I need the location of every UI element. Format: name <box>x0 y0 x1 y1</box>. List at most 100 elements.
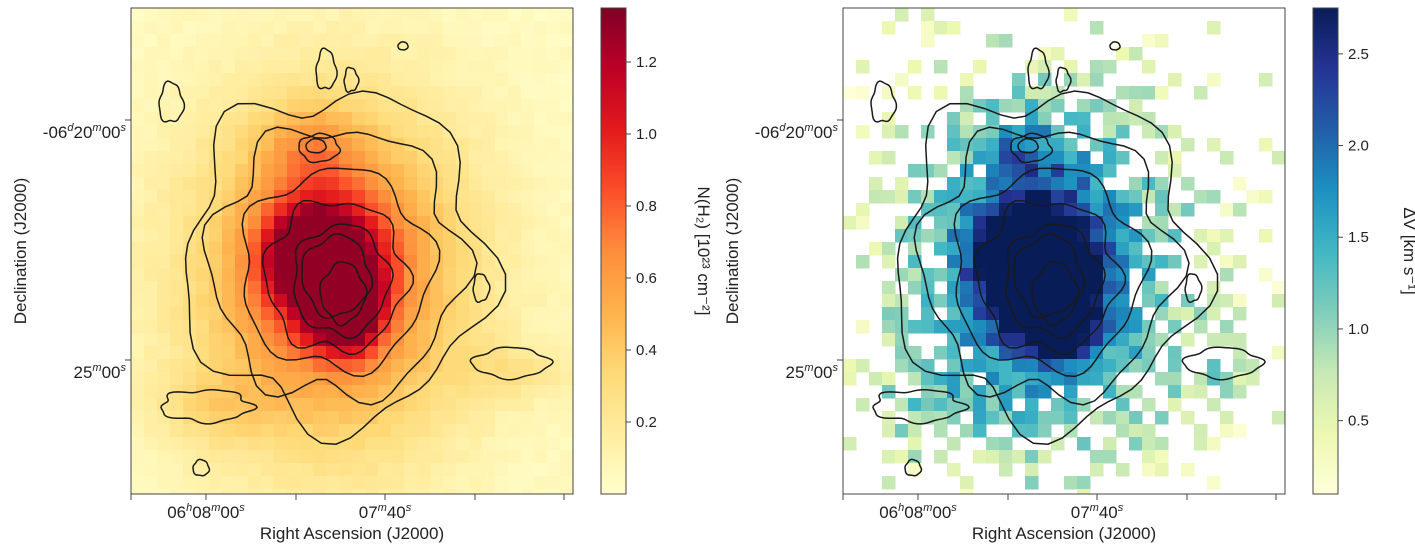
heatmap-cell <box>469 151 483 165</box>
heatmap-cell <box>274 229 288 243</box>
heatmap-cell <box>222 177 236 191</box>
heatmap-cell <box>404 463 418 477</box>
heatmap-cell <box>508 281 522 295</box>
heatmap-cell <box>1220 333 1234 347</box>
heatmap-cell <box>1038 268 1052 282</box>
heatmap-cell <box>430 307 444 321</box>
heatmap-cell <box>404 333 418 347</box>
heatmap-cell <box>999 229 1013 243</box>
heatmap-cell <box>921 385 935 399</box>
heatmap-cell <box>339 21 353 35</box>
heatmap-cell <box>131 281 145 295</box>
heatmap-cell <box>547 346 561 360</box>
heatmap-cell <box>1142 333 1156 347</box>
heatmap-cell <box>196 216 210 230</box>
heatmap-cell <box>430 190 444 204</box>
heatmap-cell <box>248 21 262 35</box>
heatmap-cell <box>196 359 210 373</box>
heatmap-cell <box>170 268 184 282</box>
heatmap-cell <box>1194 385 1208 399</box>
heatmap-cell <box>196 294 210 308</box>
heatmap-cell <box>521 320 535 334</box>
heatmap-cell <box>443 8 457 22</box>
heatmap-cell <box>1090 281 1104 295</box>
heatmap-cell <box>144 385 158 399</box>
heatmap-cell <box>1025 268 1039 282</box>
contour-line <box>1109 41 1121 51</box>
heatmap-cell <box>183 21 197 35</box>
heatmap-cell <box>404 255 418 269</box>
heatmap-cell <box>856 203 870 217</box>
heatmap-cell <box>482 476 496 490</box>
heatmap-cell <box>430 450 444 464</box>
panel-left: -06d20m00s 25m00s 06h08m00s 07m40s Right… <box>11 7 713 543</box>
heatmap-cell <box>378 476 392 490</box>
heatmap-cell <box>248 8 262 22</box>
right-colorbar-gradient <box>1313 8 1338 494</box>
right-axis-ticks <box>837 119 1277 500</box>
heatmap-cell <box>508 34 522 48</box>
heatmap-cell <box>1064 177 1078 191</box>
heatmap-cell <box>1207 281 1221 295</box>
heatmap-cell <box>339 411 353 425</box>
heatmap-cell <box>999 437 1013 451</box>
heatmap-cell <box>326 411 340 425</box>
heatmap-cell <box>521 99 535 113</box>
heatmap-cell <box>1090 73 1104 87</box>
heatmap-cell <box>547 164 561 178</box>
heatmap-cell <box>235 47 249 61</box>
heatmap-cell <box>521 86 535 100</box>
heatmap-cell <box>196 450 210 464</box>
heatmap-cell <box>973 411 987 425</box>
heatmap-cell <box>482 372 496 386</box>
heatmap-cell <box>1103 255 1117 269</box>
heatmap-cell <box>560 86 573 100</box>
heatmap-cell <box>170 99 184 113</box>
heatmap-cell <box>313 489 327 494</box>
heatmap-cell <box>534 73 548 87</box>
heatmap-cell <box>908 450 922 464</box>
heatmap-cell <box>378 411 392 425</box>
heatmap-cell <box>352 437 366 451</box>
heatmap-cell <box>170 437 184 451</box>
heatmap-cell <box>274 47 288 61</box>
heatmap-cell <box>391 333 405 347</box>
heatmap-cell <box>469 463 483 477</box>
heatmap-cell <box>495 398 509 412</box>
heatmap-cell <box>261 255 275 269</box>
heatmap-cell <box>378 47 392 61</box>
heatmap-cell <box>352 151 366 165</box>
heatmap-cell <box>352 177 366 191</box>
heatmap-cell <box>495 307 509 321</box>
heatmap-cell <box>534 229 548 243</box>
heatmap-cell <box>1194 320 1208 334</box>
heatmap-cell <box>1220 255 1234 269</box>
heatmap-cell <box>1090 268 1104 282</box>
heatmap-cell <box>404 203 418 217</box>
heatmap-cell <box>1155 151 1169 165</box>
heatmap-cell <box>534 216 548 230</box>
heatmap-cell <box>391 73 405 87</box>
heatmap-cell <box>326 463 340 477</box>
heatmap-cell <box>908 60 922 74</box>
heatmap-cell <box>417 385 431 399</box>
contour-line <box>913 126 1190 406</box>
heatmap-cell <box>947 463 961 477</box>
heatmap-cell <box>1090 346 1104 360</box>
heatmap-cell <box>547 242 561 256</box>
heatmap-cell <box>521 281 535 295</box>
heatmap-cell <box>895 216 909 230</box>
heatmap-cell <box>1116 190 1130 204</box>
heatmap-cell <box>1272 411 1285 425</box>
heatmap-cell <box>469 385 483 399</box>
heatmap-cell <box>456 398 470 412</box>
heatmap-cell <box>391 86 405 100</box>
heatmap-cell <box>534 450 548 464</box>
heatmap-cell <box>1012 450 1026 464</box>
heatmap-cell <box>404 411 418 425</box>
heatmap-cell <box>1051 437 1065 451</box>
heatmap-cell <box>326 164 340 178</box>
heatmap-cell <box>157 411 171 425</box>
heatmap-cell <box>456 86 470 100</box>
heatmap-cell <box>960 99 974 113</box>
